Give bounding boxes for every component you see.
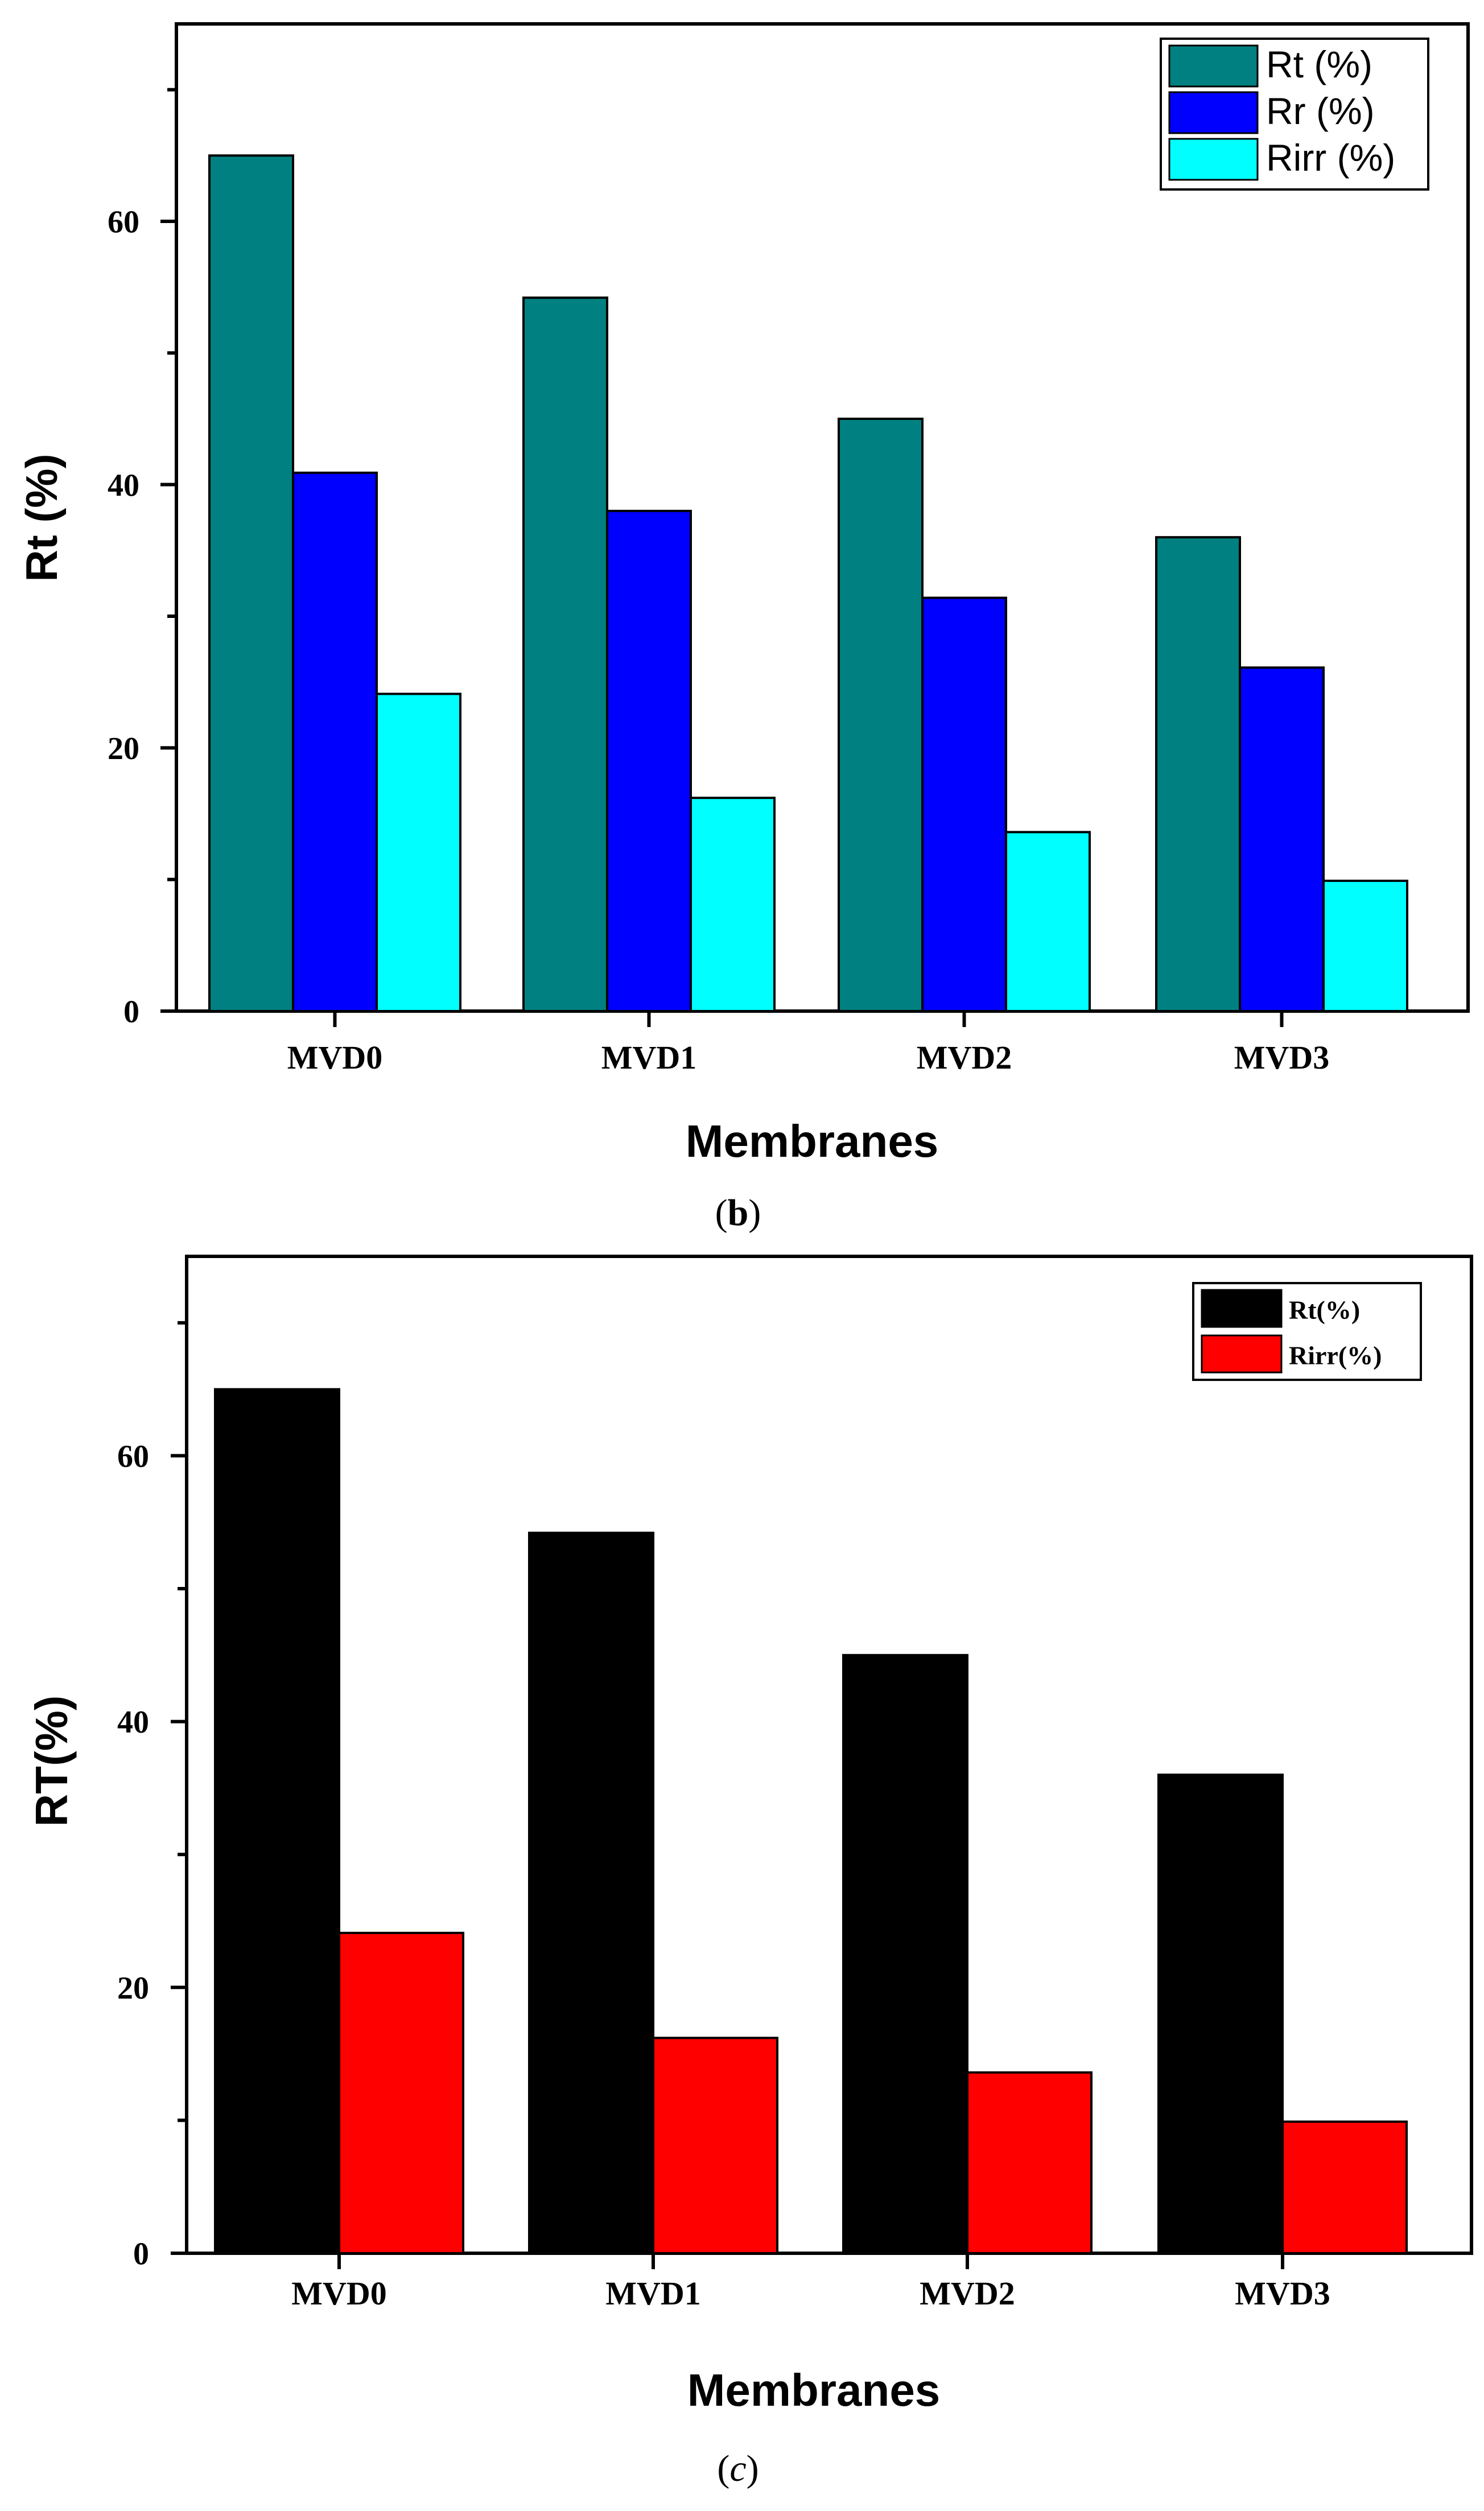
x-tick-label: MVD2 (917, 1039, 1012, 1076)
bar-mvd3-series-2 (1281, 2120, 1408, 2255)
bar-mvd0-series-3 (376, 692, 461, 1012)
y-tick-label: 40 (108, 468, 139, 503)
bar-mvd0-series-1 (214, 1388, 340, 2255)
x-axis-title: Membranes (686, 1116, 939, 1166)
legend-swatch (1201, 1289, 1283, 1328)
x-tick-label: MVD0 (287, 1039, 383, 1076)
legend-swatch (1168, 138, 1259, 181)
y-tick-label: 20 (117, 1970, 149, 2006)
chart-panel-c: 0 20 40 60 MVD0 MVD1 MVD2 MVD3 RT(%) Membranes… (26, 1255, 1473, 2489)
bar-mvd1-series-1 (528, 1531, 654, 2254)
bar-mvd0-series-2 (338, 1932, 464, 2254)
bar-mvd2-series-3 (1005, 831, 1091, 1013)
x-tick-label: MVD3 (1235, 2275, 1330, 2312)
legend: Rt (%) Rr (%) Rirr (%) (1160, 38, 1429, 191)
legend-label: Rr (%) (1266, 90, 1375, 132)
bar-mvd2-series-2 (921, 596, 1007, 1012)
bar-mvd1-series-2 (652, 2036, 778, 2255)
panel-caption-c: (c) (717, 2448, 759, 2489)
y-tick-labels: 0 20 40 60 (108, 205, 139, 1030)
y-axis-title: Rt (%) (17, 453, 67, 582)
x-tick-label: MVD1 (601, 1039, 697, 1076)
y-axis-title: RT(%) (26, 1695, 77, 1826)
bar-mvd2-series-1 (838, 418, 924, 1012)
bar-mvd2-series-1 (842, 1654, 968, 2254)
legend-swatch (1201, 1334, 1283, 1374)
bar-mvd3-series-3 (1322, 879, 1408, 1012)
bars (214, 1388, 1408, 2255)
x-tick-labels: MVD0 MVD1 MVD2 MVD3 (287, 1039, 1330, 1076)
x-tick-label: MVD0 (291, 2275, 387, 2312)
y-tick-label: 0 (123, 995, 139, 1030)
y-tick-label: 60 (117, 1439, 149, 1474)
bar-mvd1-series-3 (690, 797, 776, 1012)
y-ticks (171, 1321, 1284, 2269)
bar-mvd3-series-1 (1157, 1774, 1284, 2255)
panel-caption-b: (b) (715, 1192, 761, 1234)
y-ticks (160, 88, 1284, 1027)
legend-swatch (1168, 91, 1259, 134)
legend-swatch (1168, 44, 1259, 88)
x-tick-label: MVD3 (1234, 1039, 1330, 1076)
x-tick-label: MVD2 (920, 2275, 1015, 2312)
bar-mvd2-series-2 (966, 2071, 1093, 2254)
legend-label: Rt (%) (1266, 43, 1372, 85)
x-tick-labels: MVD0 MVD1 MVD2 MVD3 (291, 2275, 1330, 2312)
y-tick-labels: 0 20 40 60 (117, 1439, 149, 2272)
plot-area-frame (185, 1255, 1473, 2255)
y-tick-label: 20 (108, 731, 139, 766)
y-tick-label: 40 (117, 1705, 149, 1740)
chart-panel-b: 0 20 40 60 MVD0 MVD1 MVD2 MVD3 Rt (%) Membrane… (17, 22, 1470, 1234)
bar-mvd3-series-2 (1239, 666, 1325, 1012)
bar-mvd3-series-1 (1155, 536, 1241, 1012)
panel-caption-letter: c (729, 2448, 746, 2489)
legend-label: Rt(%) (1289, 1296, 1360, 1325)
x-tick-label: MVD1 (605, 2275, 701, 2312)
y-tick-label: 0 (133, 2237, 149, 2272)
legend-label: Rirr (%) (1266, 137, 1395, 179)
plot-area-frame (175, 22, 1470, 1013)
legend-label: Rirr(%) (1289, 1341, 1382, 1370)
x-axis-title: Membranes (687, 2365, 941, 2415)
bar-mvd0-series-2 (292, 471, 378, 1012)
bars (208, 154, 1408, 1013)
panel-caption-letter: b (728, 1192, 749, 1234)
legend: Rt(%) Rirr(%) (1192, 1282, 1422, 1381)
bar-mvd1-series-2 (606, 509, 692, 1012)
bar-mvd1-series-1 (522, 296, 608, 1012)
bar-mvd0-series-1 (208, 154, 294, 1012)
y-tick-label: 60 (108, 205, 139, 240)
